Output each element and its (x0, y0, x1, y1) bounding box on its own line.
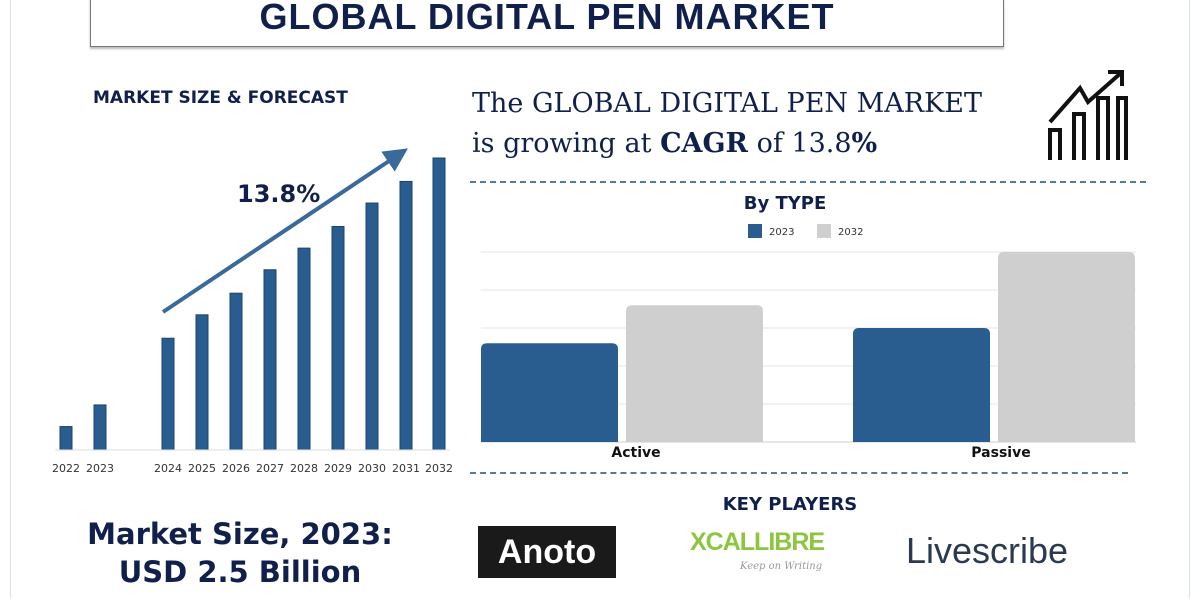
x-tick-2028: 2028 (290, 462, 318, 475)
headline-pct: % (851, 128, 878, 159)
x-tick-2024: 2024 (154, 462, 182, 475)
forecast-section-title: MARKET SIZE & FORECAST (93, 88, 348, 108)
x-tick-2023: 2023 (86, 462, 114, 475)
x-tick-2027: 2027 (256, 462, 284, 475)
category-label-passive: Passive (971, 445, 1030, 461)
divider-top (470, 181, 1146, 183)
xcallibre-tagline: Keep on Writing (740, 561, 823, 572)
market-size-2023: Market Size, 2023: USD 2.5 Billion (40, 515, 440, 591)
category-label-active: Active (611, 445, 660, 461)
bar-passive-2032 (998, 252, 1135, 442)
legend-label-2023: 2023 (769, 227, 794, 238)
title-box: GLOBAL DIGITAL PEN MARKET (90, 0, 1004, 47)
page-frame (10, 0, 1190, 598)
cagr-annotation: 13.8% (237, 180, 320, 208)
headline-prefix: is growing at (472, 128, 661, 159)
x-tick-2029: 2029 (324, 462, 352, 475)
bar-active-2032 (626, 305, 763, 442)
anoto-logo: Anoto (478, 526, 616, 578)
x-tick-2022: 2022 (52, 462, 80, 475)
x-tick-2032: 2032 (425, 462, 453, 475)
anoto-text: Anoto (497, 533, 597, 571)
headline-line1: The GLOBAL DIGITAL PEN MARKET (472, 88, 982, 119)
x-tick-2025: 2025 (188, 462, 216, 475)
headline-cagr: CAGR (660, 128, 748, 159)
forecast-bar-chart: 13.8% 2022 2023 2024 2025 2026 2027 2028 2029 20… (52, 148, 453, 475)
legend-swatch-2032 (817, 224, 831, 238)
cagr-headline: The GLOBAL DIGITAL PEN MARKET is growing… (472, 84, 982, 164)
x-tick-2031: 2031 (392, 462, 420, 475)
x-tick-2030: 2030 (358, 462, 386, 475)
legend-label-2032: 2032 (838, 227, 863, 238)
market-size-label: Market Size, 2023: (87, 517, 393, 551)
divider-bottom (470, 472, 1128, 474)
xcallibre-text: XCALLIBRE (690, 528, 825, 556)
market-size-value: USD 2.5 Billion (118, 555, 362, 589)
x-tick-2026: 2026 (222, 462, 250, 475)
page-title: GLOBAL DIGITAL PEN MARKET (259, 0, 835, 37)
headline-value: of 13.8 (748, 128, 852, 159)
livescribe-logo: Livescribe (906, 530, 1069, 571)
headline-line2: is growing at CAGR of 13.8% (472, 124, 982, 164)
xcallibre-logo: XCALLIBRE Keep on Writing (690, 528, 870, 572)
by-type-bar-chart: 2023 2032 Active Passive (481, 224, 1136, 461)
bar-passive-2023 (853, 328, 990, 442)
by-type-title: By TYPE (743, 193, 827, 214)
growth-arrow (161, 148, 408, 314)
bar-active-2023 (481, 343, 618, 442)
legend-swatch-2023 (748, 224, 762, 238)
key-players-title: KEY PLAYERS (722, 494, 858, 515)
growth-chart-arrow-icon (1048, 70, 1128, 160)
